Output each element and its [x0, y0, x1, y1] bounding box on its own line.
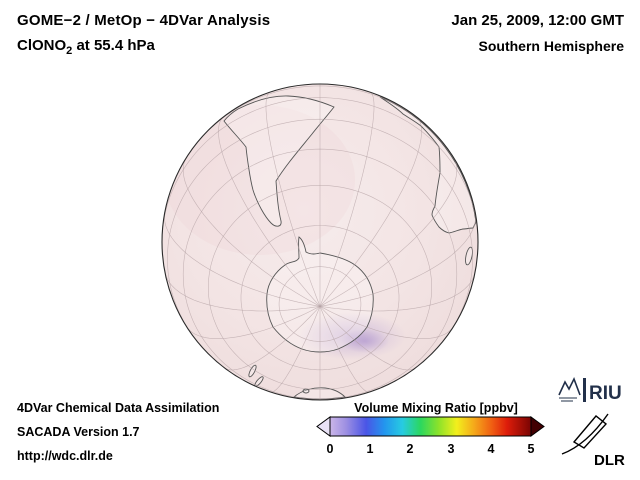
- dlr-logo: DLR: [561, 413, 625, 469]
- colorbar-gradient-bar: [329, 416, 532, 437]
- species-subscript: 2: [66, 45, 73, 57]
- colorbar-title: Volume Mixing Ratio [ppbv]: [354, 401, 518, 415]
- tasmania-outline: [302, 388, 310, 394]
- dlr-swoosh-icon: [561, 413, 609, 455]
- pressure-level: at 55.4 hPa: [72, 37, 155, 54]
- assimilation-label: 4DVar Chemical Data Assimilation: [17, 401, 220, 415]
- riu-logo: RIU: [558, 377, 622, 404]
- plot-title: GOME−2 / MetOp − 4DVar Analysis: [17, 12, 271, 29]
- hemisphere-label: Southern Hemisphere: [478, 38, 624, 54]
- species-level-label: ClONO2 at 55.4 hPa: [17, 37, 270, 57]
- graticule-grid: [162, 84, 478, 400]
- colorbar-tick-4: 4: [487, 442, 495, 456]
- header-left: GOME−2 / MetOp − 4DVar Analysis ClONO2 a…: [17, 12, 270, 57]
- species-name: ClONO: [17, 37, 67, 54]
- wdc-url: http://wdc.dlr.de: [17, 449, 113, 463]
- madagascar-outline: [465, 246, 473, 266]
- new-zealand-outline: [248, 364, 257, 378]
- colorbar-tick-labels: 0 1 2 3 4 5: [326, 442, 535, 458]
- version-label: SACADA Version 1.7: [17, 425, 140, 439]
- riu-mountains-icon: [558, 377, 581, 396]
- colorbar-tick-2: 2: [406, 442, 414, 456]
- field-tint-patch: [165, 105, 355, 255]
- colorbar-tick-5: 5: [527, 442, 535, 456]
- header-right: Jan 25, 2009, 12:00 GMT Southern Hemisph…: [451, 12, 624, 54]
- colorbar-left-arrow: [316, 416, 331, 437]
- colorbar-tick-1: 1: [366, 442, 374, 456]
- datetime-label: Jan 25, 2009, 12:00 GMT: [451, 12, 624, 29]
- south-america-outline: [223, 95, 335, 227]
- riu-waves-icon: [559, 397, 577, 402]
- colorbar-tick-0: 0: [326, 442, 334, 456]
- colorbar: [316, 416, 545, 437]
- colorbar-right-arrow: [530, 416, 545, 437]
- anomaly-patch-inner: [341, 329, 389, 353]
- credits-block: 4DVar Chemical Data Assimilation SACADA …: [17, 401, 219, 473]
- globe-limb-outline: [161, 83, 479, 401]
- colorbar-tick-3: 3: [447, 442, 455, 456]
- riu-divider-bar: [583, 378, 586, 402]
- riu-logo-text: RIU: [589, 383, 622, 404]
- dlr-logo-text: DLR: [594, 452, 625, 469]
- dlr-wing-icon: [572, 415, 608, 449]
